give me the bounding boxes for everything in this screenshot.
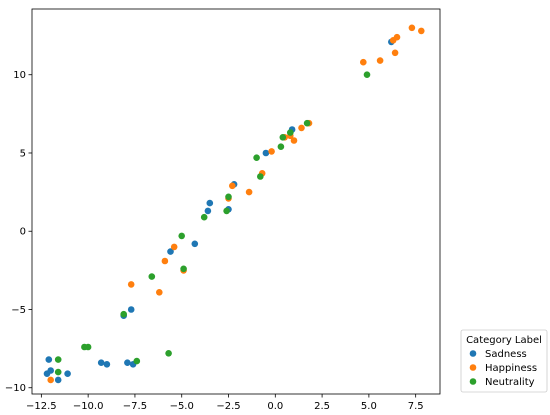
point-happiness-19 — [393, 33, 401, 41]
point-happiness-7 — [229, 182, 236, 190]
point-sadness-4 — [64, 370, 71, 378]
x-tick-label: 0.0 — [267, 401, 283, 412]
point-sadness-11 — [167, 248, 174, 255]
series-sadness — [43, 38, 395, 384]
point-neutrality-6 — [148, 273, 156, 280]
point-happiness-2 — [156, 289, 163, 296]
legend-marker-happiness — [469, 364, 477, 371]
point-neutrality-13 — [253, 154, 260, 161]
x-tick-label: 7.5 — [408, 401, 424, 412]
point-happiness-0 — [47, 376, 54, 384]
point-sadness-3 — [54, 376, 62, 384]
x-tick-label: 2.5 — [314, 401, 330, 412]
point-neutrality-11 — [223, 207, 230, 215]
legend-label-sadness: Sadness — [485, 349, 527, 360]
point-neutrality-4 — [120, 310, 127, 318]
point-happiness-17 — [376, 57, 384, 64]
point-happiness-4 — [170, 243, 178, 251]
axes-layer: −12.5 −10.0 −7.5 −5.0 −2.5 0.0 2.5 5.0 7.5 −10 −5 0… — [5, 70, 424, 412]
x-tick-label: −5.0 — [170, 401, 194, 412]
point-neutrality-10 — [200, 213, 208, 221]
point-sadness-14 — [206, 199, 214, 207]
point-neutrality-12 — [225, 193, 232, 201]
point-happiness-21 — [408, 24, 416, 32]
x-tick-label: −12.5 — [26, 401, 57, 412]
point-happiness-8 — [245, 188, 253, 196]
point-sadness-0 — [45, 356, 53, 363]
point-happiness-1 — [127, 281, 135, 288]
point-happiness-16 — [360, 58, 367, 66]
legend-label-neutrality: Neutrality — [485, 377, 535, 388]
point-neutrality-8 — [178, 232, 185, 240]
point-sadness-13 — [204, 207, 212, 215]
y-tick-label: 0 — [20, 227, 26, 238]
point-neutrality-15 — [277, 143, 285, 150]
y-tick-label: −5 — [11, 305, 26, 316]
point-sadness-6 — [103, 361, 111, 368]
point-neutrality-18 — [303, 119, 311, 127]
point-neutrality-17 — [287, 129, 294, 136]
y-tick-label: 5 — [20, 148, 26, 159]
x-tick-label: −7.5 — [123, 401, 147, 412]
x-tick-label: −2.5 — [216, 401, 240, 412]
legend: Category Label Sadness Happiness Neutrality — [460, 329, 548, 393]
legend-label-happiness: Happiness — [485, 363, 537, 374]
legend-marker-sadness — [469, 350, 477, 357]
point-neutrality-19 — [363, 71, 371, 78]
point-sadness-10 — [127, 306, 135, 313]
legend-marker-neutrality — [469, 378, 477, 385]
point-sadness-7 — [124, 359, 131, 367]
point-sadness-17 — [262, 149, 270, 157]
plot-frame — [31, 8, 441, 395]
point-neutrality-3 — [84, 343, 92, 351]
y-tick-label: 10 — [13, 70, 26, 81]
point-happiness-14 — [298, 124, 305, 132]
x-tick-label: −10.0 — [73, 401, 104, 412]
point-neutrality-1 — [54, 368, 62, 376]
point-neutrality-0 — [54, 356, 62, 363]
point-sadness-2 — [47, 367, 54, 374]
point-happiness-22 — [418, 27, 425, 35]
legend-title: Category Label — [466, 335, 542, 346]
legend-box — [460, 329, 548, 393]
series-happiness — [47, 24, 425, 384]
point-neutrality-14 — [257, 173, 264, 180]
point-neutrality-16 — [279, 134, 287, 141]
y-tick-label: −10 — [5, 383, 26, 394]
point-neutrality-9 — [180, 265, 187, 273]
point-happiness-3 — [161, 257, 169, 265]
x-tick-label: 5.0 — [361, 401, 377, 412]
points-layer — [43, 24, 425, 384]
point-neutrality-5 — [133, 357, 141, 365]
point-neutrality-7 — [165, 350, 172, 357]
point-happiness-10 — [268, 148, 275, 155]
point-happiness-13 — [290, 137, 298, 144]
point-sadness-12 — [191, 240, 199, 248]
point-sadness-5 — [97, 359, 105, 367]
series-neutrality — [54, 71, 371, 376]
point-happiness-20 — [391, 49, 399, 57]
